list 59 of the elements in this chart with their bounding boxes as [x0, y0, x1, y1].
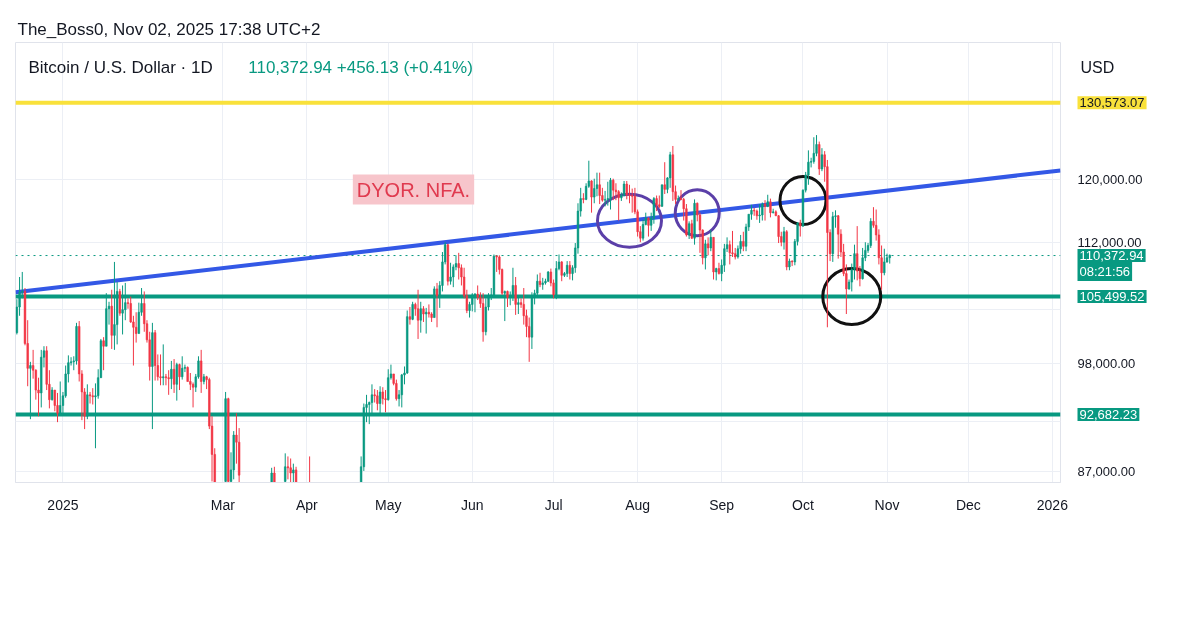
- y-tick-label: 120,000.00: [1077, 171, 1143, 187]
- x-tick-label: Sep: [709, 496, 735, 513]
- candlestick: [742, 231, 745, 252]
- candlestick: [376, 389, 379, 411]
- candlestick: [175, 362, 178, 402]
- x-tick-label: Aug: [625, 496, 651, 513]
- candlestick: [118, 288, 121, 317]
- candlestick: [181, 355, 184, 381]
- x-tick-label: Nov: [874, 496, 900, 513]
- ref-line-label: 130,573.07: [1079, 95, 1145, 111]
- candlestick: [170, 360, 173, 390]
- candlestick: [284, 452, 287, 483]
- candlestick: [102, 336, 105, 371]
- candlestick: [88, 391, 92, 405]
- candlestick: [709, 229, 712, 252]
- candlestick: [56, 392, 59, 423]
- candlestick: [289, 457, 292, 483]
- candlestick: [609, 177, 612, 211]
- y-tick-label: 87,000.00: [1077, 464, 1136, 480]
- y-tick-label: 112,000.00: [1077, 234, 1142, 250]
- candlestick: [739, 234, 742, 255]
- candlestick: [631, 188, 634, 214]
- x-tick-label: 2025: [47, 496, 79, 513]
- candlestick: [763, 199, 767, 222]
- candlestick: [384, 389, 387, 413]
- candlestick: [159, 353, 162, 386]
- candlestick: [612, 178, 615, 201]
- candlestick: [761, 201, 764, 222]
- candlestick: [777, 214, 780, 244]
- y-axis-title: USD: [1080, 59, 1115, 76]
- x-tick-label: Dec: [955, 496, 981, 513]
- text: 110,372.94 +456.13 (+0.41%): [248, 58, 473, 77]
- candlestick: [647, 216, 650, 238]
- x-tick-label: 2026: [1036, 496, 1069, 513]
- text: Bitcoin / U.S. Dollar · 1D: [28, 58, 213, 77]
- candlestick: [425, 307, 428, 335]
- candlestick: [286, 455, 290, 480]
- candlestick: [387, 368, 390, 402]
- annotation: DYOR. NFA.: [356, 178, 471, 201]
- candlestick: [606, 181, 609, 207]
- ref-line-label: 105,499.52: [1079, 289, 1145, 305]
- x-tick-label: Apr: [296, 496, 319, 513]
- x-tick-label: May: [375, 496, 402, 513]
- candlestick: [449, 262, 452, 286]
- candlestick: [812, 136, 815, 165]
- x-tick-label: Jun: [460, 496, 484, 513]
- y-tick-label: 98,000.00: [1077, 356, 1136, 372]
- candlestick: [669, 151, 672, 189]
- x-tick-label: Mar: [210, 496, 236, 513]
- candlestick: [162, 343, 165, 386]
- x-tick-label: Oct: [792, 496, 814, 513]
- candlestick: [178, 363, 181, 391]
- candlestick: [167, 369, 170, 396]
- text: The_Boss0, Nov 02, 2025 17:38 UTC+2: [17, 19, 321, 39]
- ref-line-label: 92,682.23: [1079, 406, 1138, 422]
- ref-line-label: 110,372.94: [1079, 248, 1144, 264]
- text: 08:21:56: [1079, 264, 1131, 280]
- candlestick: [837, 214, 840, 260]
- x-tick-label: Jul: [544, 496, 563, 513]
